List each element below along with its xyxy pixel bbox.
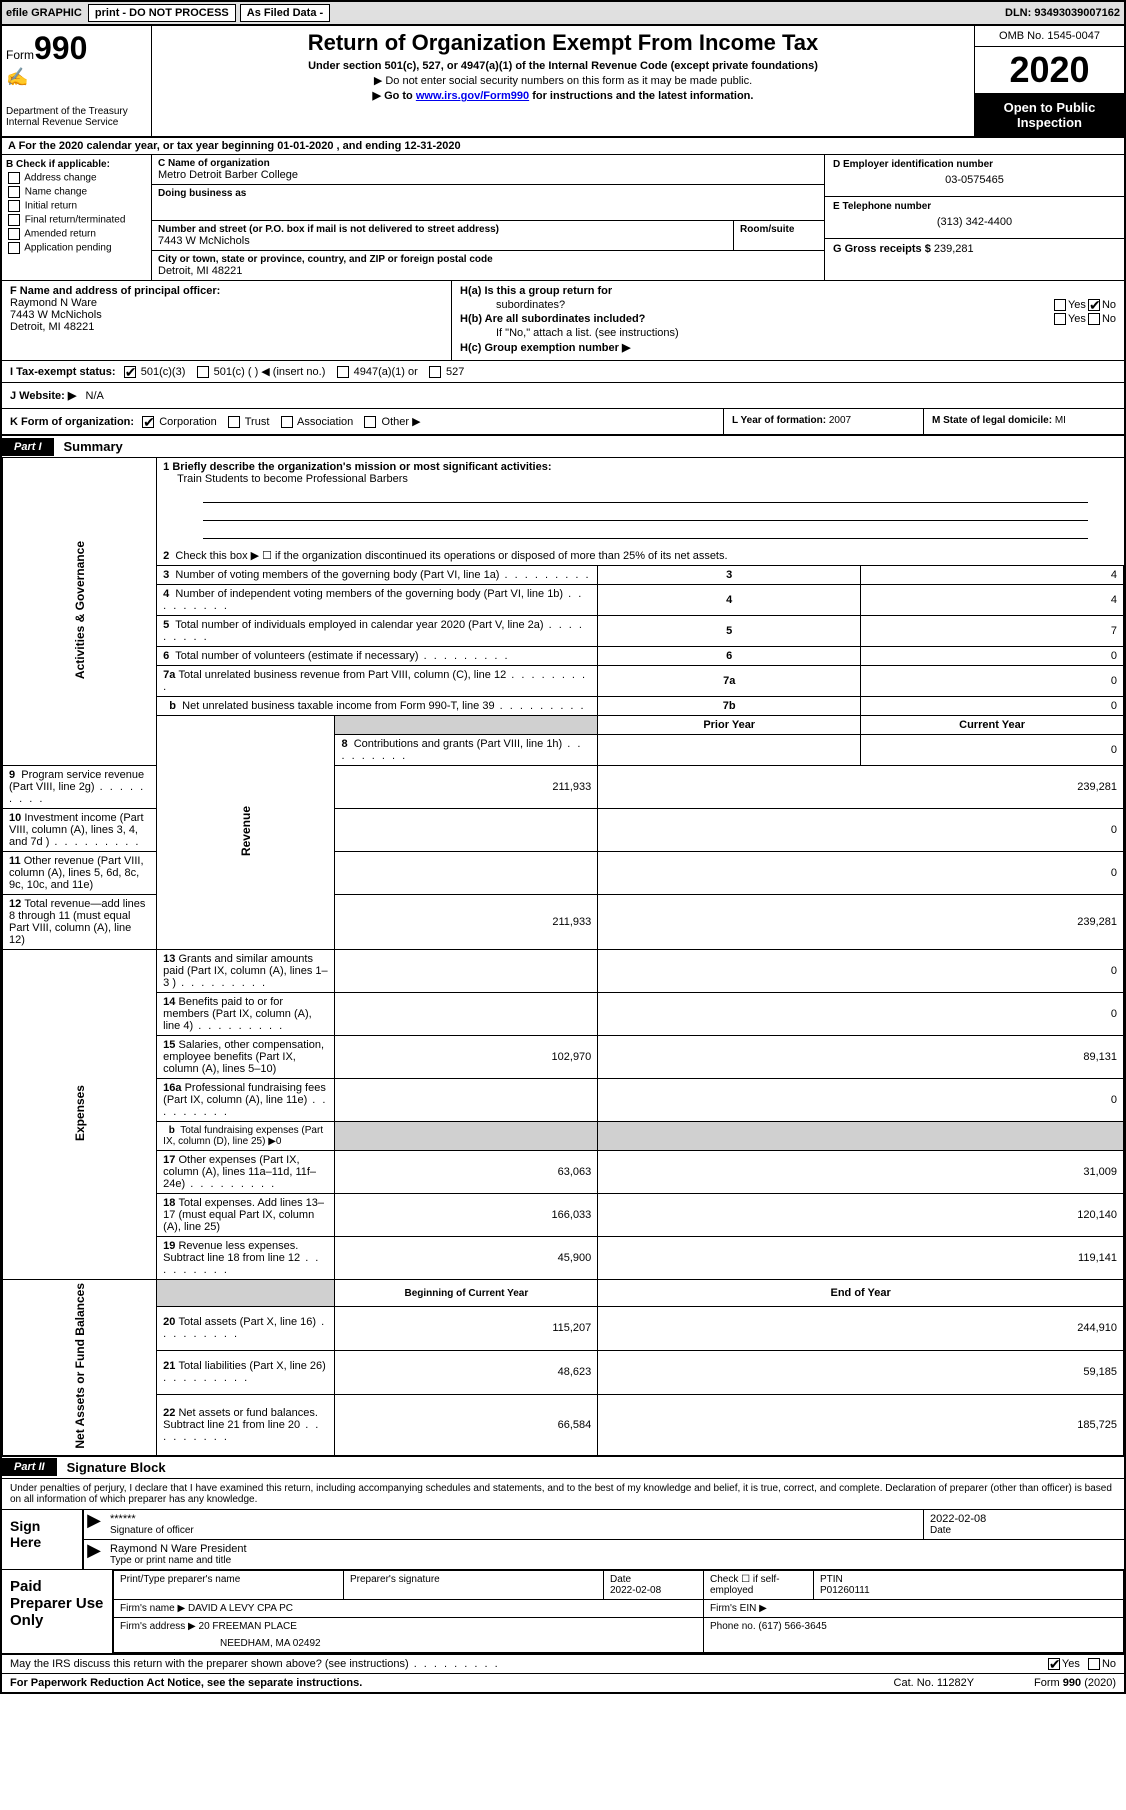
cb-name-change[interactable]: Name change (6, 186, 147, 198)
part1-header: Part I Summary (2, 436, 1124, 458)
gross-receipts: 239,281 (934, 243, 974, 255)
cb-amended[interactable]: Amended return (6, 228, 147, 240)
header-left: Form990 ✍ Department of the Treasury Int… (2, 26, 152, 136)
m-state: M State of legal domicile: MI (924, 409, 1124, 434)
topbar: efile GRAPHIC print - DO NOT PROCESS As … (2, 2, 1124, 26)
cb-trust[interactable] (228, 416, 240, 428)
irs-label: Internal Revenue Service (6, 117, 147, 128)
cb-527[interactable] (429, 366, 441, 378)
cb-assoc[interactable] (281, 416, 293, 428)
cb-501c3[interactable] (124, 366, 136, 378)
form-title: Return of Organization Exempt From Incom… (156, 30, 970, 56)
org-name-box: C Name of organization Metro Detroit Bar… (152, 155, 824, 185)
street: 7443 W McNichols (158, 235, 727, 247)
gross-box: G Gross receipts $ 239,281 (825, 239, 1124, 280)
side-nab: Net Assets or Fund Balances (73, 1283, 87, 1449)
cb-corp[interactable] (142, 416, 154, 428)
summary-table: Activities & Governance 1 Briefly descri… (2, 458, 1124, 1456)
row-i: I Tax-exempt status: 501(c)(3) 501(c) ( … (2, 361, 1124, 383)
col-center: C Name of organization Metro Detroit Bar… (152, 155, 824, 280)
form-page: efile GRAPHIC print - DO NOT PROCESS As … (0, 0, 1126, 1694)
asfiled-box: As Filed Data - (240, 4, 330, 22)
phone-box: E Telephone number (313) 342-4400 (825, 197, 1124, 239)
row-fh: F Name and address of principal officer:… (2, 281, 1124, 361)
dln: DLN: 93493039007162 (1005, 7, 1120, 19)
preparer-section: Paid Preparer Use Only Print/Type prepar… (2, 1570, 1124, 1655)
open-public: Open to Public Inspection (975, 94, 1124, 136)
col-deg: D Employer identification number 03-0575… (824, 155, 1124, 280)
side-ag: Activities & Governance (73, 541, 87, 679)
sign-section: Sign Here ▶ ****** Signature of officer … (2, 1510, 1124, 1570)
row-a: A For the 2020 calendar year, or tax yea… (2, 138, 1124, 155)
note-ssn: ▶ Do not enter social security numbers o… (156, 74, 970, 87)
sign-here-label: Sign Here (2, 1510, 82, 1569)
perjury-text: Under penalties of perjury, I declare th… (2, 1479, 1124, 1510)
dept-treasury: Department of the Treasury (6, 106, 147, 117)
ha-no[interactable] (1088, 299, 1100, 311)
efile-label: efile GRAPHIC (6, 7, 82, 19)
cb-4947[interactable] (337, 366, 349, 378)
cb-final-return[interactable]: Final return/terminated (6, 214, 147, 226)
l-year: L Year of formation: 2007 (724, 409, 924, 434)
side-exp: Expenses (73, 1085, 87, 1141)
form-subtitle: Under section 501(c), 527, or 4947(a)(1)… (156, 60, 970, 72)
discuss-row: May the IRS discuss this return with the… (2, 1655, 1124, 1674)
omb-number: OMB No. 1545-0047 (975, 26, 1124, 47)
col-b: B Check if applicable: Address change Na… (2, 155, 152, 280)
discuss-yes[interactable] (1048, 1658, 1060, 1670)
k-form-org: K Form of organization: Corporation Trus… (2, 409, 724, 434)
dba-box: Doing business as (152, 185, 824, 221)
cb-initial-return[interactable]: Initial return (6, 200, 147, 212)
street-box: Number and street (or P.O. box if mail i… (152, 221, 824, 251)
note-goto: ▶ Go to www.irs.gov/Form990 for instruct… (156, 89, 970, 102)
hb-yes[interactable] (1054, 313, 1066, 325)
cb-app-pending[interactable]: Application pending (6, 242, 147, 254)
row-klm: K Form of organization: Corporation Trus… (2, 409, 1124, 436)
header-right: OMB No. 1545-0047 2020 Open to Public In… (974, 26, 1124, 136)
h-section: H(a) Is this a group return for subordin… (452, 281, 1124, 360)
ha-yes[interactable] (1054, 299, 1066, 311)
cb-address-change[interactable]: Address change (6, 172, 147, 184)
discuss-no[interactable] (1088, 1658, 1100, 1670)
principal-officer: F Name and address of principal officer:… (2, 281, 452, 360)
org-name: Metro Detroit Barber College (158, 169, 818, 181)
side-rev: Revenue (239, 806, 253, 856)
hb-no[interactable] (1088, 313, 1100, 325)
city: Detroit, MI 48221 (158, 265, 818, 277)
ein: 03-0575465 (833, 174, 1116, 186)
cb-501c[interactable] (197, 366, 209, 378)
header: Form990 ✍ Department of the Treasury Int… (2, 26, 1124, 138)
print-box: print - DO NOT PROCESS (88, 4, 236, 22)
header-center: Return of Organization Exempt From Incom… (152, 26, 974, 136)
ein-box: D Employer identification number 03-0575… (825, 155, 1124, 197)
row-j: J Website: ▶ N/A (2, 383, 1124, 409)
phone: (313) 342-4400 (833, 216, 1116, 228)
paid-preparer-label: Paid Preparer Use Only (2, 1570, 112, 1653)
form-number: Form990 (6, 30, 147, 67)
mission: Train Students to become Professional Ba… (177, 473, 1117, 485)
cb-other[interactable] (364, 416, 376, 428)
website: N/A (86, 390, 104, 402)
irs-link[interactable]: www.irs.gov/Form990 (416, 90, 529, 102)
tax-year: 2020 (975, 47, 1124, 94)
part2-header: Part II Signature Block (2, 1456, 1124, 1479)
footer: For Paperwork Reduction Act Notice, see … (2, 1674, 1124, 1692)
section-bcde: B Check if applicable: Address change Na… (2, 155, 1124, 281)
city-box: City or town, state or province, country… (152, 251, 824, 280)
preparer-table: Print/Type preparer's name Preparer's si… (113, 1570, 1124, 1653)
